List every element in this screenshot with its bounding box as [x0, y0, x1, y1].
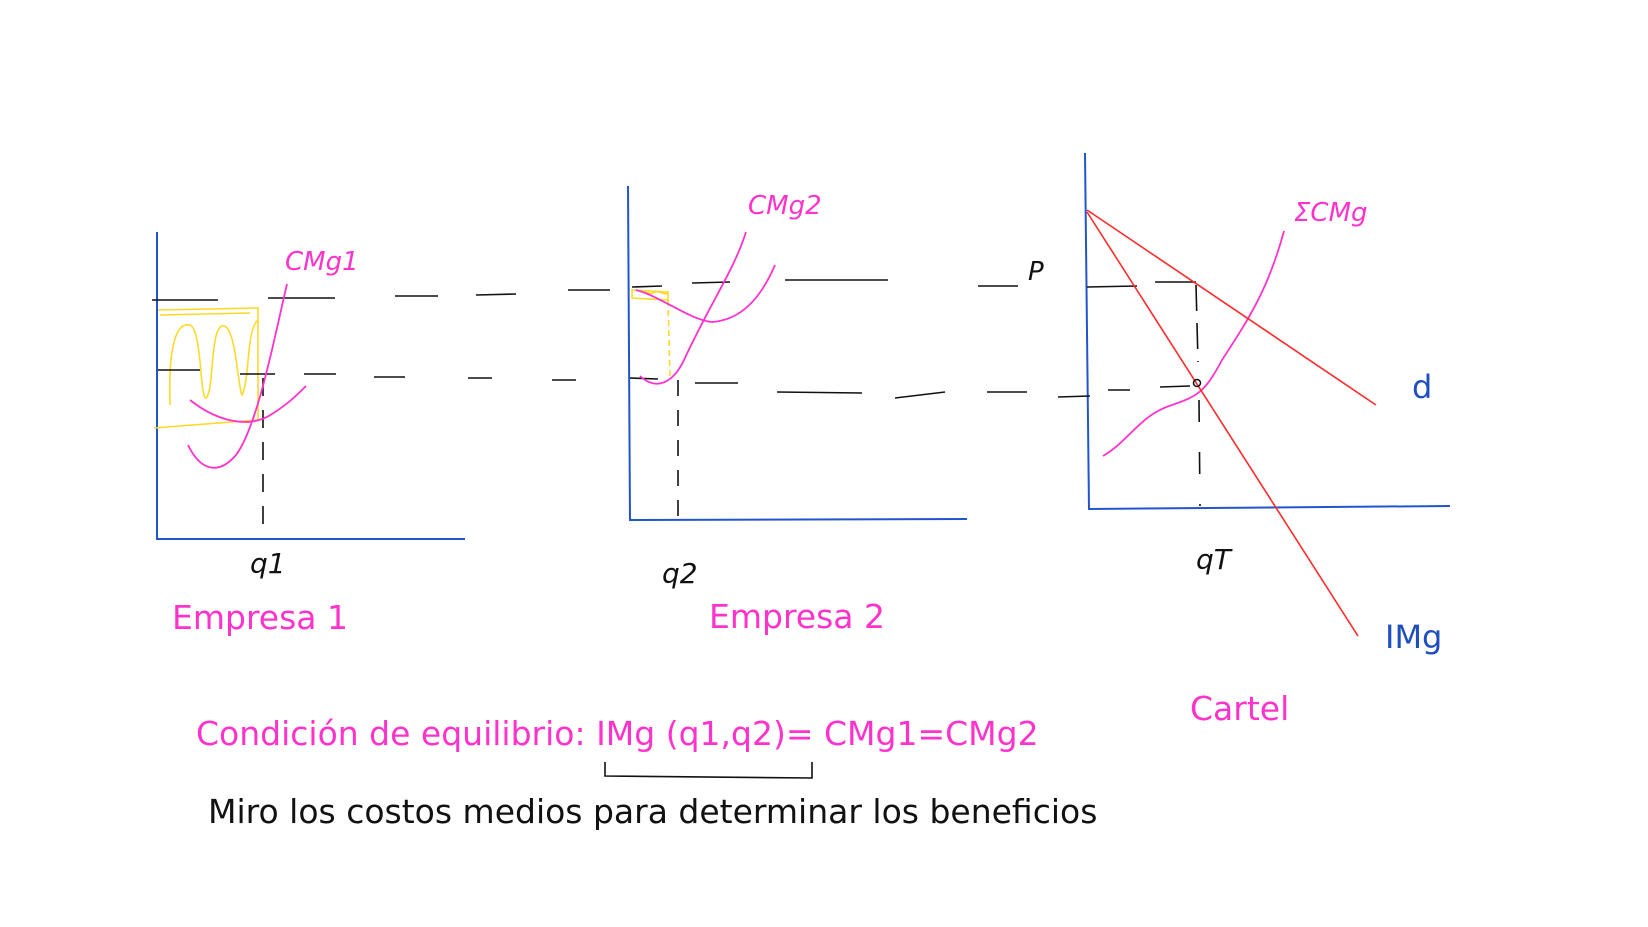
- firm1-mc-curve: [187, 283, 288, 469]
- marginal-revenue-line: [1086, 211, 1359, 637]
- firm2-mc-curve: [639, 231, 747, 385]
- quantity-dashes: [262, 284, 1201, 530]
- firm2-title: Empresa 2: [709, 597, 885, 636]
- condition-equals: = CMg1=CMg2: [785, 714, 1039, 753]
- demand-label: d: [1412, 368, 1433, 406]
- firm2-ac-curve: [635, 264, 776, 323]
- firm1-curve-label: CMg1: [285, 247, 359, 277]
- firm1-ac-curve: [189, 385, 307, 423]
- brace-under-imr: [604, 762, 813, 779]
- condition-imr: IMg (q1,q2): [596, 714, 786, 753]
- cartel-axes: [1084, 152, 1451, 511]
- firm2-x-axis: [629, 518, 968, 521]
- firm2-curve-label: CMg2: [748, 191, 822, 221]
- average-cost-note: Miro los costos medios para determinar l…: [208, 792, 1098, 831]
- cartel-demand-mr: [1086, 209, 1377, 637]
- firm1-profit-highlight: [153, 307, 259, 429]
- firm1-title: Empresa 1: [172, 598, 348, 637]
- cartel-x-axis: [1088, 505, 1451, 510]
- firm1-quantity-label: q1: [250, 547, 286, 580]
- firm1-axes: [156, 232, 465, 540]
- cartel-curve-label: ΣCMg: [1294, 198, 1368, 228]
- condition-prefix: Condición de equilibrio:: [196, 714, 586, 753]
- firm2-y-axis: [627, 185, 631, 522]
- cartel-mc-sum-curve: [1102, 230, 1285, 457]
- equilibrium-condition: Condición de equilibrio: IMg (q1,q2)= CM…: [196, 717, 1039, 750]
- firm2-quantity-label: q2: [662, 557, 698, 590]
- marginal-cost-curves: [187, 230, 1285, 469]
- cartel-y-axis: [1084, 152, 1090, 511]
- demand-line: [1086, 209, 1377, 406]
- cartel-title: Cartel: [1190, 689, 1290, 728]
- marginal-revenue-label: IMg: [1385, 618, 1443, 656]
- firm2-axes: [627, 185, 968, 522]
- firm2-profit-highlight: [631, 289, 671, 379]
- equilibrium-point: [1192, 378, 1202, 388]
- cartel-quantity-label: qT: [1196, 543, 1231, 576]
- firm2-price-mark: P: [1028, 257, 1044, 287]
